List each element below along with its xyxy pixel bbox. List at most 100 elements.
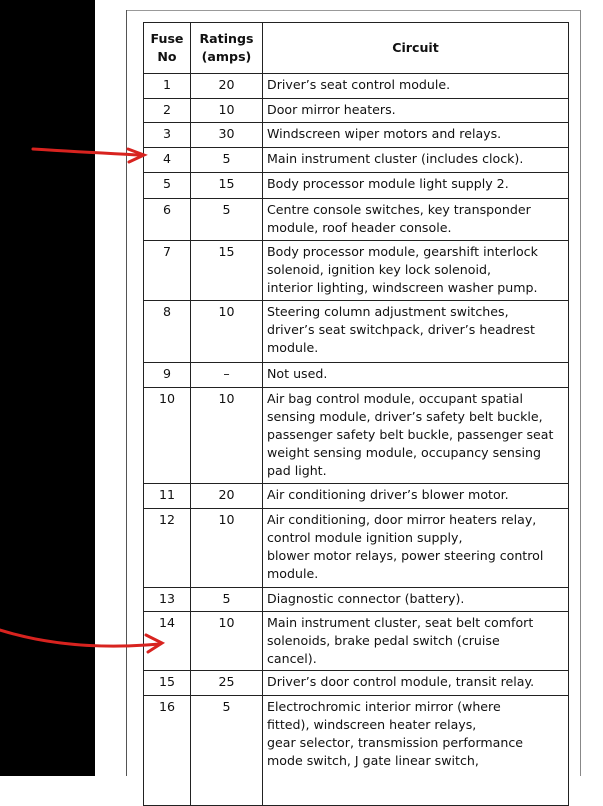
header-text: Circuit xyxy=(392,40,439,55)
circuit-line: control module ignition supply, xyxy=(267,530,463,545)
circuit-line: Air bag control module, occupant spatial xyxy=(267,391,523,406)
circuit-line: Not used. xyxy=(267,366,328,381)
circuit-line: solenoids, brake pedal switch (cruise xyxy=(267,633,500,648)
circuit-line: weight sensing module, occupancy sensing xyxy=(267,445,541,460)
rating-cell: 10 xyxy=(190,300,263,363)
circuit-line: Steering column adjustment switches, xyxy=(267,304,509,319)
fuse-cell: 5 xyxy=(143,172,191,199)
circuit-line: module. xyxy=(267,566,319,581)
circuit-cell: Driver’s seat control module. xyxy=(262,73,569,99)
circuit-cell: Body processor module, gearshift interlo… xyxy=(262,240,569,301)
circuit-line: Centre console switches, key transponder xyxy=(267,202,531,217)
row: 14 10 Main instrument cluster, seat belt c… xyxy=(143,611,569,671)
circuit-line: module. xyxy=(267,340,319,355)
circuit-line: mode switch, J gate linear switch, xyxy=(267,753,479,768)
circuit-cell: Air conditioning, door mirror heaters re… xyxy=(262,508,569,588)
row: 1 20 Driver’s seat control module. xyxy=(143,73,569,99)
rating-cell: 5 xyxy=(190,198,263,241)
rating-cell: 10 xyxy=(190,508,263,588)
fuse-no: 16 xyxy=(158,699,176,714)
row: 4 5 Main instrument cluster (includes cloc… xyxy=(143,147,569,173)
fuse-no: 5 xyxy=(162,176,171,191)
rating: – xyxy=(223,366,230,381)
circuit-cell: Body processor module light supply 2. xyxy=(262,172,569,199)
rating: 20 xyxy=(218,487,235,502)
fuse-no: 6 xyxy=(162,202,171,217)
circuit-line: Driver’s seat control module. xyxy=(267,77,451,92)
fuse-no: 4 xyxy=(162,151,171,166)
arrow xyxy=(31,147,142,157)
row: 9 – Not used. xyxy=(143,362,569,388)
arrow-head xyxy=(144,633,166,654)
fuse-no: 8 xyxy=(162,304,171,319)
black-margin xyxy=(0,0,95,776)
fuse-no: 7 xyxy=(162,244,171,259)
circuit-line: passenger safety belt buckle, passenger … xyxy=(267,427,554,442)
rating: 15 xyxy=(218,176,235,191)
circuit-cell: Door mirror heaters. xyxy=(262,98,569,123)
fuse-no: 13 xyxy=(158,591,176,606)
circuit-line: blower motor relays, power steering cont… xyxy=(267,548,544,563)
circuit-line: interior lighting, windscreen washer pum… xyxy=(267,280,538,295)
rating: 15 xyxy=(218,244,235,259)
fuse-no: 12 xyxy=(158,512,176,527)
rating: 30 xyxy=(218,126,235,141)
arrow-head xyxy=(126,147,148,164)
circuit-line: Windscreen wiper motors and relays. xyxy=(267,126,502,141)
circuit-line: Air conditioning, door mirror heaters re… xyxy=(267,512,537,527)
row: 2 10 Door mirror heaters. xyxy=(143,98,569,123)
fuse-no: 10 xyxy=(158,391,176,406)
fuse-no: 11 xyxy=(158,487,176,502)
row: 13 5 Diagnostic connector (battery). xyxy=(143,587,569,612)
circuit-line: solenoid, ignition key lock solenoid, xyxy=(267,262,491,277)
circuit-line: Driver’s door control module, transit re… xyxy=(267,674,535,689)
circuit-line: Electrochromic interior mirror (where xyxy=(267,699,501,714)
circuit-cell: Air conditioning driver’s blower motor. xyxy=(262,483,569,509)
circuit-line: Door mirror heaters. xyxy=(267,102,396,117)
fuse-cell: 4 xyxy=(143,147,191,173)
circuit-cell: Air bag control module, occupant spatial… xyxy=(262,387,569,484)
circuit-cell: Not used. xyxy=(262,362,569,388)
row: 5 15 Body processor module light supply 2. xyxy=(143,172,569,199)
rating: 5 xyxy=(222,699,231,714)
circuit-line: sensing module, driver’s safety belt buc… xyxy=(267,409,543,424)
row: 7 15 Body processor module, gearshift inte… xyxy=(143,240,569,301)
row: 11 20 Air conditioning driver’s blower mot… xyxy=(143,483,569,509)
circuit-cell: Main instrument cluster, seat belt comfo… xyxy=(262,611,569,671)
fuse-cell: 8 xyxy=(143,300,191,363)
row: 8 10 Steering column adjustment switches, d… xyxy=(143,300,569,363)
rating: 10 xyxy=(218,512,235,527)
arrow xyxy=(0,628,162,648)
header-text: (amps) xyxy=(201,49,252,64)
fuse-no: 1 xyxy=(162,77,171,92)
fuse-no: 15 xyxy=(158,674,176,689)
row: 12 10 Air conditioning, door mirror heater… xyxy=(143,508,569,588)
circuit-line: Diagnostic connector (battery). xyxy=(267,591,465,606)
fuse-no: 3 xyxy=(162,126,171,141)
rating: 5 xyxy=(222,591,231,606)
fuse-cell: 12 xyxy=(143,508,191,588)
circuit-line: gear selector, transmission performance xyxy=(267,735,524,750)
header-text: Ratings xyxy=(199,31,254,46)
fuse-cell: 14 xyxy=(143,611,191,671)
circuit-line: Body processor module light supply 2. xyxy=(267,176,509,191)
circuit-cell: Diagnostic connector (battery). xyxy=(262,587,569,612)
circuit-cell: Main instrument cluster (includes clock)… xyxy=(262,147,569,173)
rating-cell: 5 xyxy=(190,147,263,173)
circuit-cell: Steering column adjustment switches, driv… xyxy=(262,300,569,363)
rating-cell: 15 xyxy=(190,240,263,301)
page-edge xyxy=(126,10,581,11)
page-edge xyxy=(580,10,581,776)
rating: 5 xyxy=(222,202,231,217)
fuse-cell: 2 xyxy=(143,98,191,123)
circuit-cell: Centre console switches, key transponder… xyxy=(262,198,569,241)
annotations xyxy=(0,147,166,654)
rating: 10 xyxy=(218,304,235,319)
circuit-line: Main instrument cluster, seat belt comfo… xyxy=(267,615,534,630)
header-text: No xyxy=(157,49,177,64)
circuit-cell: Electrochromic interior mirror (where fit… xyxy=(262,695,569,806)
row: 10 10 Air bag control module, occupant spa… xyxy=(143,387,569,484)
page-edge xyxy=(126,10,127,776)
circuit-line: Air conditioning driver’s blower motor. xyxy=(267,487,509,502)
rating-cell: 20 xyxy=(190,483,263,509)
